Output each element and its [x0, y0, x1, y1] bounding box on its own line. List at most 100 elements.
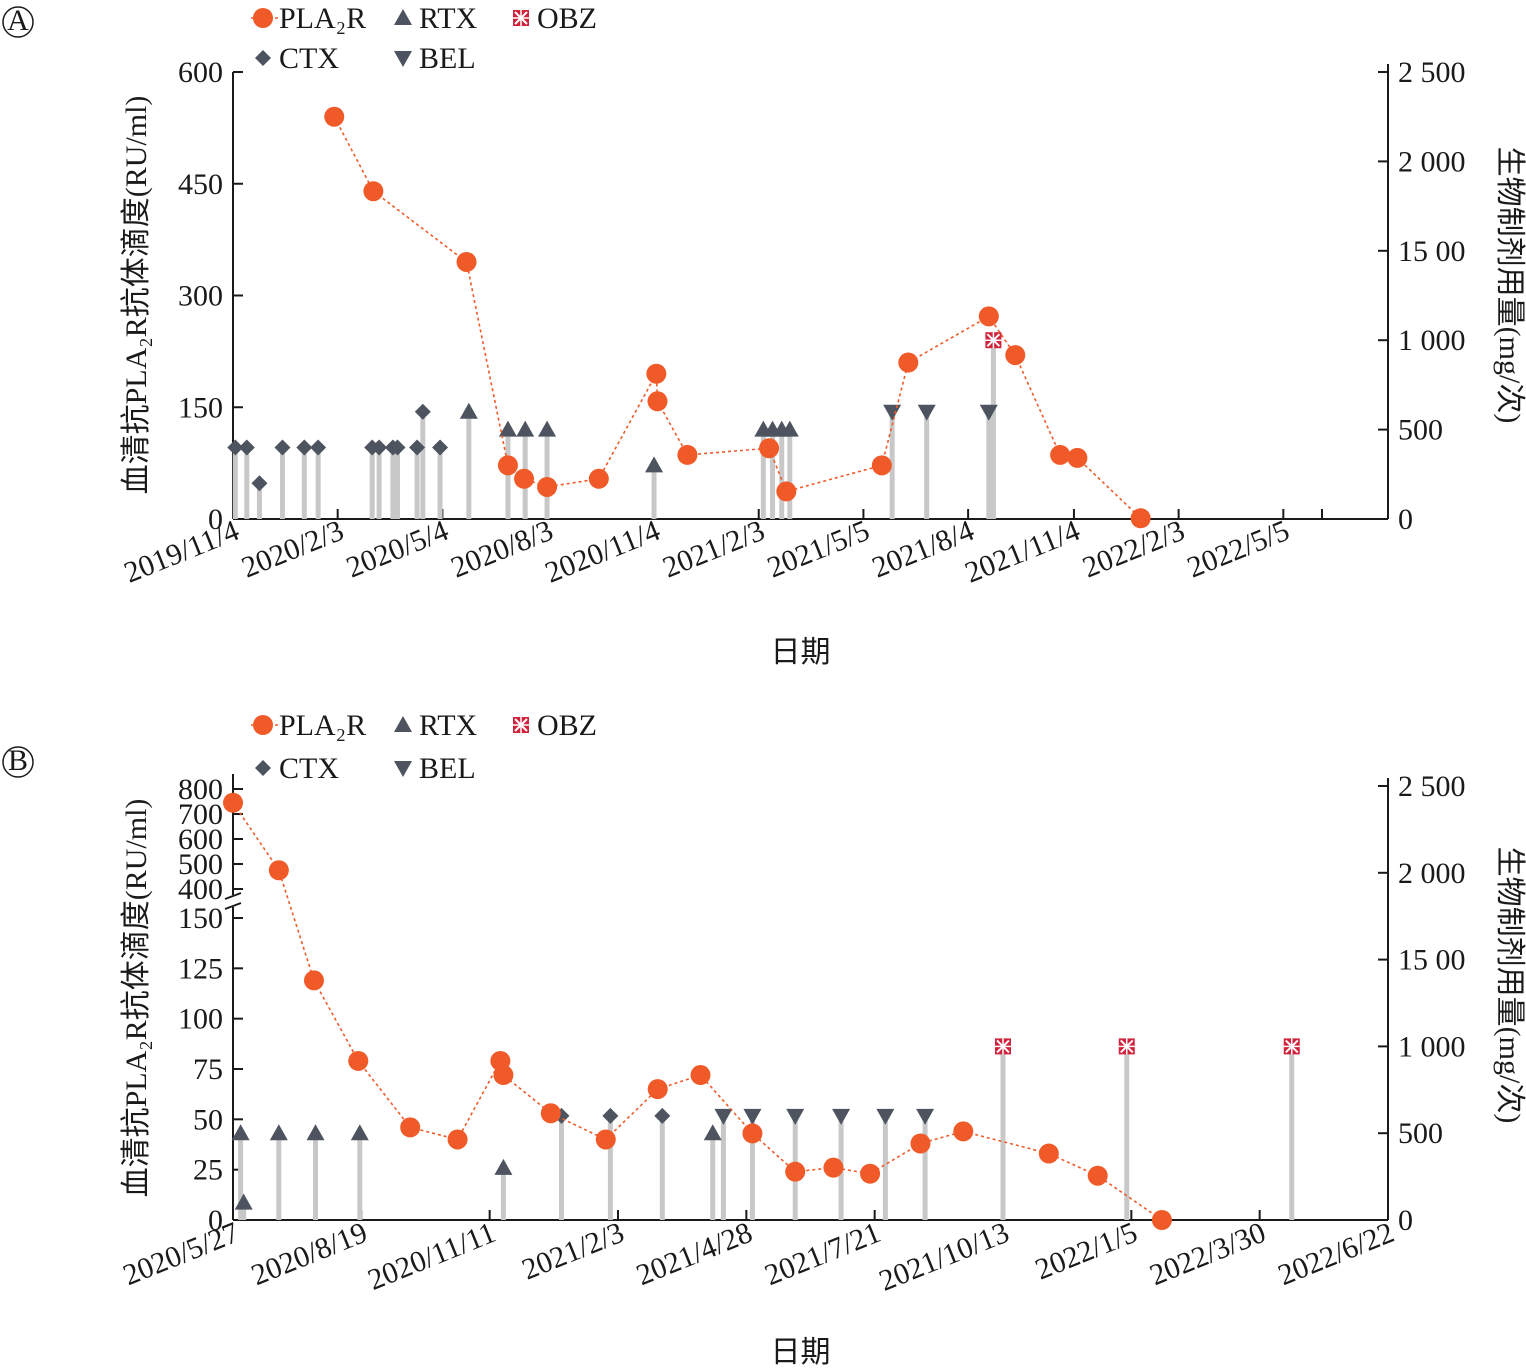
- x-tick-label: 2022/5/5: [1183, 514, 1294, 585]
- pla2r-point: [646, 363, 667, 384]
- x-tick-label: 2019/11/4: [119, 514, 243, 590]
- rtx-marker: [645, 456, 664, 473]
- x-tick-label: 2021/8/4: [867, 514, 978, 585]
- x-tick-label: 2021/2/3: [517, 1216, 628, 1287]
- y-tick-label-right: 500: [1398, 1117, 1443, 1150]
- x-tick-label: 2021/2/3: [658, 514, 769, 585]
- pla2r-point: [823, 1157, 844, 1178]
- x-tick-label: 2020/11/11: [363, 1216, 500, 1297]
- rtx-marker: [538, 420, 557, 437]
- pla2r-point: [953, 1121, 974, 1142]
- legend-rtx-icon: [394, 716, 412, 732]
- pla2r-point: [742, 1123, 763, 1144]
- rtx-marker: [516, 420, 535, 437]
- pla2r-point: [1038, 1143, 1059, 1164]
- pla2r-point: [1087, 1165, 1108, 1186]
- bel-marker: [876, 1108, 895, 1125]
- x-tick-label: 2021/7/21: [760, 1216, 885, 1292]
- obz-marker: [1118, 1038, 1135, 1055]
- legend-ctx-icon: [255, 50, 271, 66]
- x-tick-label: 2020/8/3: [446, 514, 557, 585]
- pla2r-point: [1067, 447, 1088, 468]
- pla2r-point: [860, 1163, 881, 1184]
- pla2r-point: [978, 306, 999, 327]
- y-tick-label-right: 1 000: [1398, 1030, 1466, 1063]
- y-tick-label-right: 15 00: [1398, 235, 1466, 268]
- y-tick-label-right: 15 00: [1398, 944, 1466, 977]
- pla2r-point: [759, 438, 780, 459]
- rtx-marker: [459, 402, 478, 419]
- legend-pla2r-icon: [253, 8, 273, 28]
- pla2r-point: [514, 468, 535, 489]
- x-tick-label: 2022/1/5: [1031, 1216, 1142, 1287]
- pla2r-line: [232, 802, 1163, 1221]
- x-tick-label: 2021/4/28: [632, 1216, 757, 1292]
- axis-break-mark: [224, 892, 242, 900]
- bel-marker: [786, 1108, 805, 1125]
- x-axis-title: 日期: [771, 636, 831, 669]
- pla2r-point: [303, 970, 324, 991]
- pla2r-point: [348, 1050, 369, 1071]
- legend-pla2r-label: PLA₂R: [279, 709, 366, 742]
- y-axis-title-left: 血清抗PLA₂R抗体滴度(RU/ml): [120, 96, 153, 495]
- y-tick-label-left: 50: [193, 1103, 223, 1136]
- legend-bel-label: BEL: [419, 752, 476, 785]
- legend-pla2r-label: PLA₂R: [279, 2, 366, 35]
- axis-break-mark: [224, 902, 242, 910]
- obz-marker: [1283, 1038, 1300, 1055]
- y-tick-label-left: 150: [178, 391, 223, 424]
- x-tick-label: 2021/10/13: [875, 1216, 1014, 1298]
- x-tick-label: 2020/5/4: [342, 514, 453, 585]
- panel-label: B: [8, 744, 28, 777]
- ctx-marker: [310, 439, 327, 456]
- bel-marker: [714, 1108, 733, 1125]
- pla2r-point: [898, 352, 919, 373]
- y-tick-label-right: 500: [1398, 414, 1443, 447]
- bel-marker: [743, 1108, 762, 1125]
- rtx-marker: [306, 1124, 325, 1141]
- x-tick-label: 2022/6/22: [1273, 1216, 1398, 1292]
- y-tick-label-left: 75: [193, 1053, 223, 1086]
- panel-label: A: [7, 4, 29, 37]
- legend-rtx-icon: [394, 9, 412, 25]
- x-tick-label: 2020/5/27: [118, 1216, 243, 1292]
- ctx-marker: [371, 439, 388, 456]
- pla2r-point: [363, 181, 384, 202]
- rtx-marker: [703, 1124, 722, 1141]
- x-tick-label: 2021/11/4: [960, 514, 1084, 590]
- ctx-marker: [602, 1107, 619, 1124]
- legend: PLA₂R RTX OBZ CTX BEL: [251, 2, 597, 75]
- ctx-marker: [654, 1107, 671, 1124]
- bel-marker: [883, 404, 902, 421]
- y-tick-label-right: 1 000: [1398, 324, 1466, 357]
- pla2r-point: [1151, 1210, 1172, 1230]
- legend-rtx-label: RTX: [419, 2, 478, 35]
- pla2r-point: [871, 455, 892, 476]
- x-tick-label: 2020/11/4: [541, 514, 665, 590]
- x-tick-label: 2021/5/5: [763, 514, 874, 585]
- pla2r-point: [647, 391, 668, 412]
- legend-bel-icon: [394, 761, 412, 777]
- panel-label-circle: [2, 746, 34, 778]
- pla2r-point: [223, 792, 243, 813]
- pla2r-point: [324, 106, 345, 127]
- pla2r-point: [497, 455, 518, 476]
- ctx-marker: [227, 439, 244, 456]
- ctx-marker: [251, 475, 268, 492]
- legend-obz-label: OBZ: [537, 709, 597, 742]
- legend-bel-label: BEL: [419, 42, 476, 75]
- y-tick-label-right: 2 000: [1398, 857, 1466, 890]
- ctx-marker: [238, 439, 255, 456]
- pla2r-point: [677, 444, 698, 465]
- x-tick-label: 2020/2/3: [237, 514, 348, 585]
- obz-marker: [995, 1038, 1011, 1055]
- pla2r-point: [647, 1079, 668, 1100]
- y-tick-label-left: 600: [178, 56, 223, 89]
- pla2r-point: [268, 860, 289, 881]
- bel-marker: [832, 1108, 851, 1125]
- rtx-marker: [269, 1124, 288, 1141]
- y-tick-label-left: 150: [178, 902, 223, 935]
- bel-marker: [979, 404, 998, 421]
